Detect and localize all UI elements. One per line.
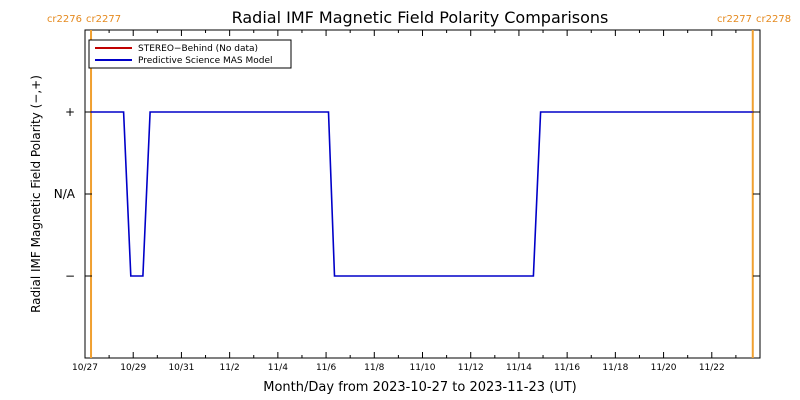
- x-tick-label: 10/29: [120, 363, 146, 373]
- plot-frame: [84, 29, 761, 359]
- x-tick-label: 11/10: [410, 363, 436, 373]
- x-tick-label: 11/14: [506, 363, 532, 373]
- carrington-lines: [90, 30, 754, 358]
- axis-ticks: 10/27 10/29 10/31 11/2 11/4 11/6 11/8 11/10 11/1…: [54, 30, 760, 373]
- x-tick-label: 11/20: [651, 363, 677, 373]
- chart-title: Radial IMF Magnetic Field Polarity Compa…: [232, 8, 609, 27]
- x-axis-label: Month/Day from 2023-10-27 to 2023-11-23 …: [263, 380, 576, 395]
- x-tick-label: 11/12: [458, 363, 484, 373]
- carrington-label-left-2: cr2277: [717, 14, 752, 25]
- legend-label-stereo: STEREO−Behind (No data): [138, 44, 258, 54]
- y-axis-label: Radial IMF Magnetic Field Polarity (−,+): [29, 75, 43, 313]
- legend-box: [88, 39, 292, 69]
- carrington-label-right-1: cr2277: [86, 14, 121, 25]
- x-tick-label: 11/2: [220, 363, 240, 373]
- series-layer: [91, 111, 753, 277]
- y-tick-label: +: [65, 105, 75, 119]
- series-line-mas-model: [91, 111, 753, 277]
- x-tick-label: 10/27: [72, 363, 98, 373]
- y-tick-label: −: [65, 269, 75, 283]
- carrington-label-left-1: cr2276: [47, 14, 82, 25]
- x-tick-label: 11/4: [268, 363, 288, 373]
- x-tick-label: 11/18: [602, 363, 628, 373]
- carrington-label-right-2: cr2278: [756, 14, 791, 25]
- x-tick-label: 11/8: [364, 363, 384, 373]
- x-tick-label: 10/31: [168, 363, 194, 373]
- legend: STEREO−Behind (No data) Predictive Scien…: [88, 39, 292, 69]
- x-tick-label: 11/22: [699, 363, 725, 373]
- legend-label-mas: Predictive Science MAS Model: [138, 56, 273, 66]
- y-tick-label: N/A: [54, 187, 76, 201]
- x-tick-label: 11/16: [554, 363, 580, 373]
- x-tick-label: 11/6: [316, 363, 336, 373]
